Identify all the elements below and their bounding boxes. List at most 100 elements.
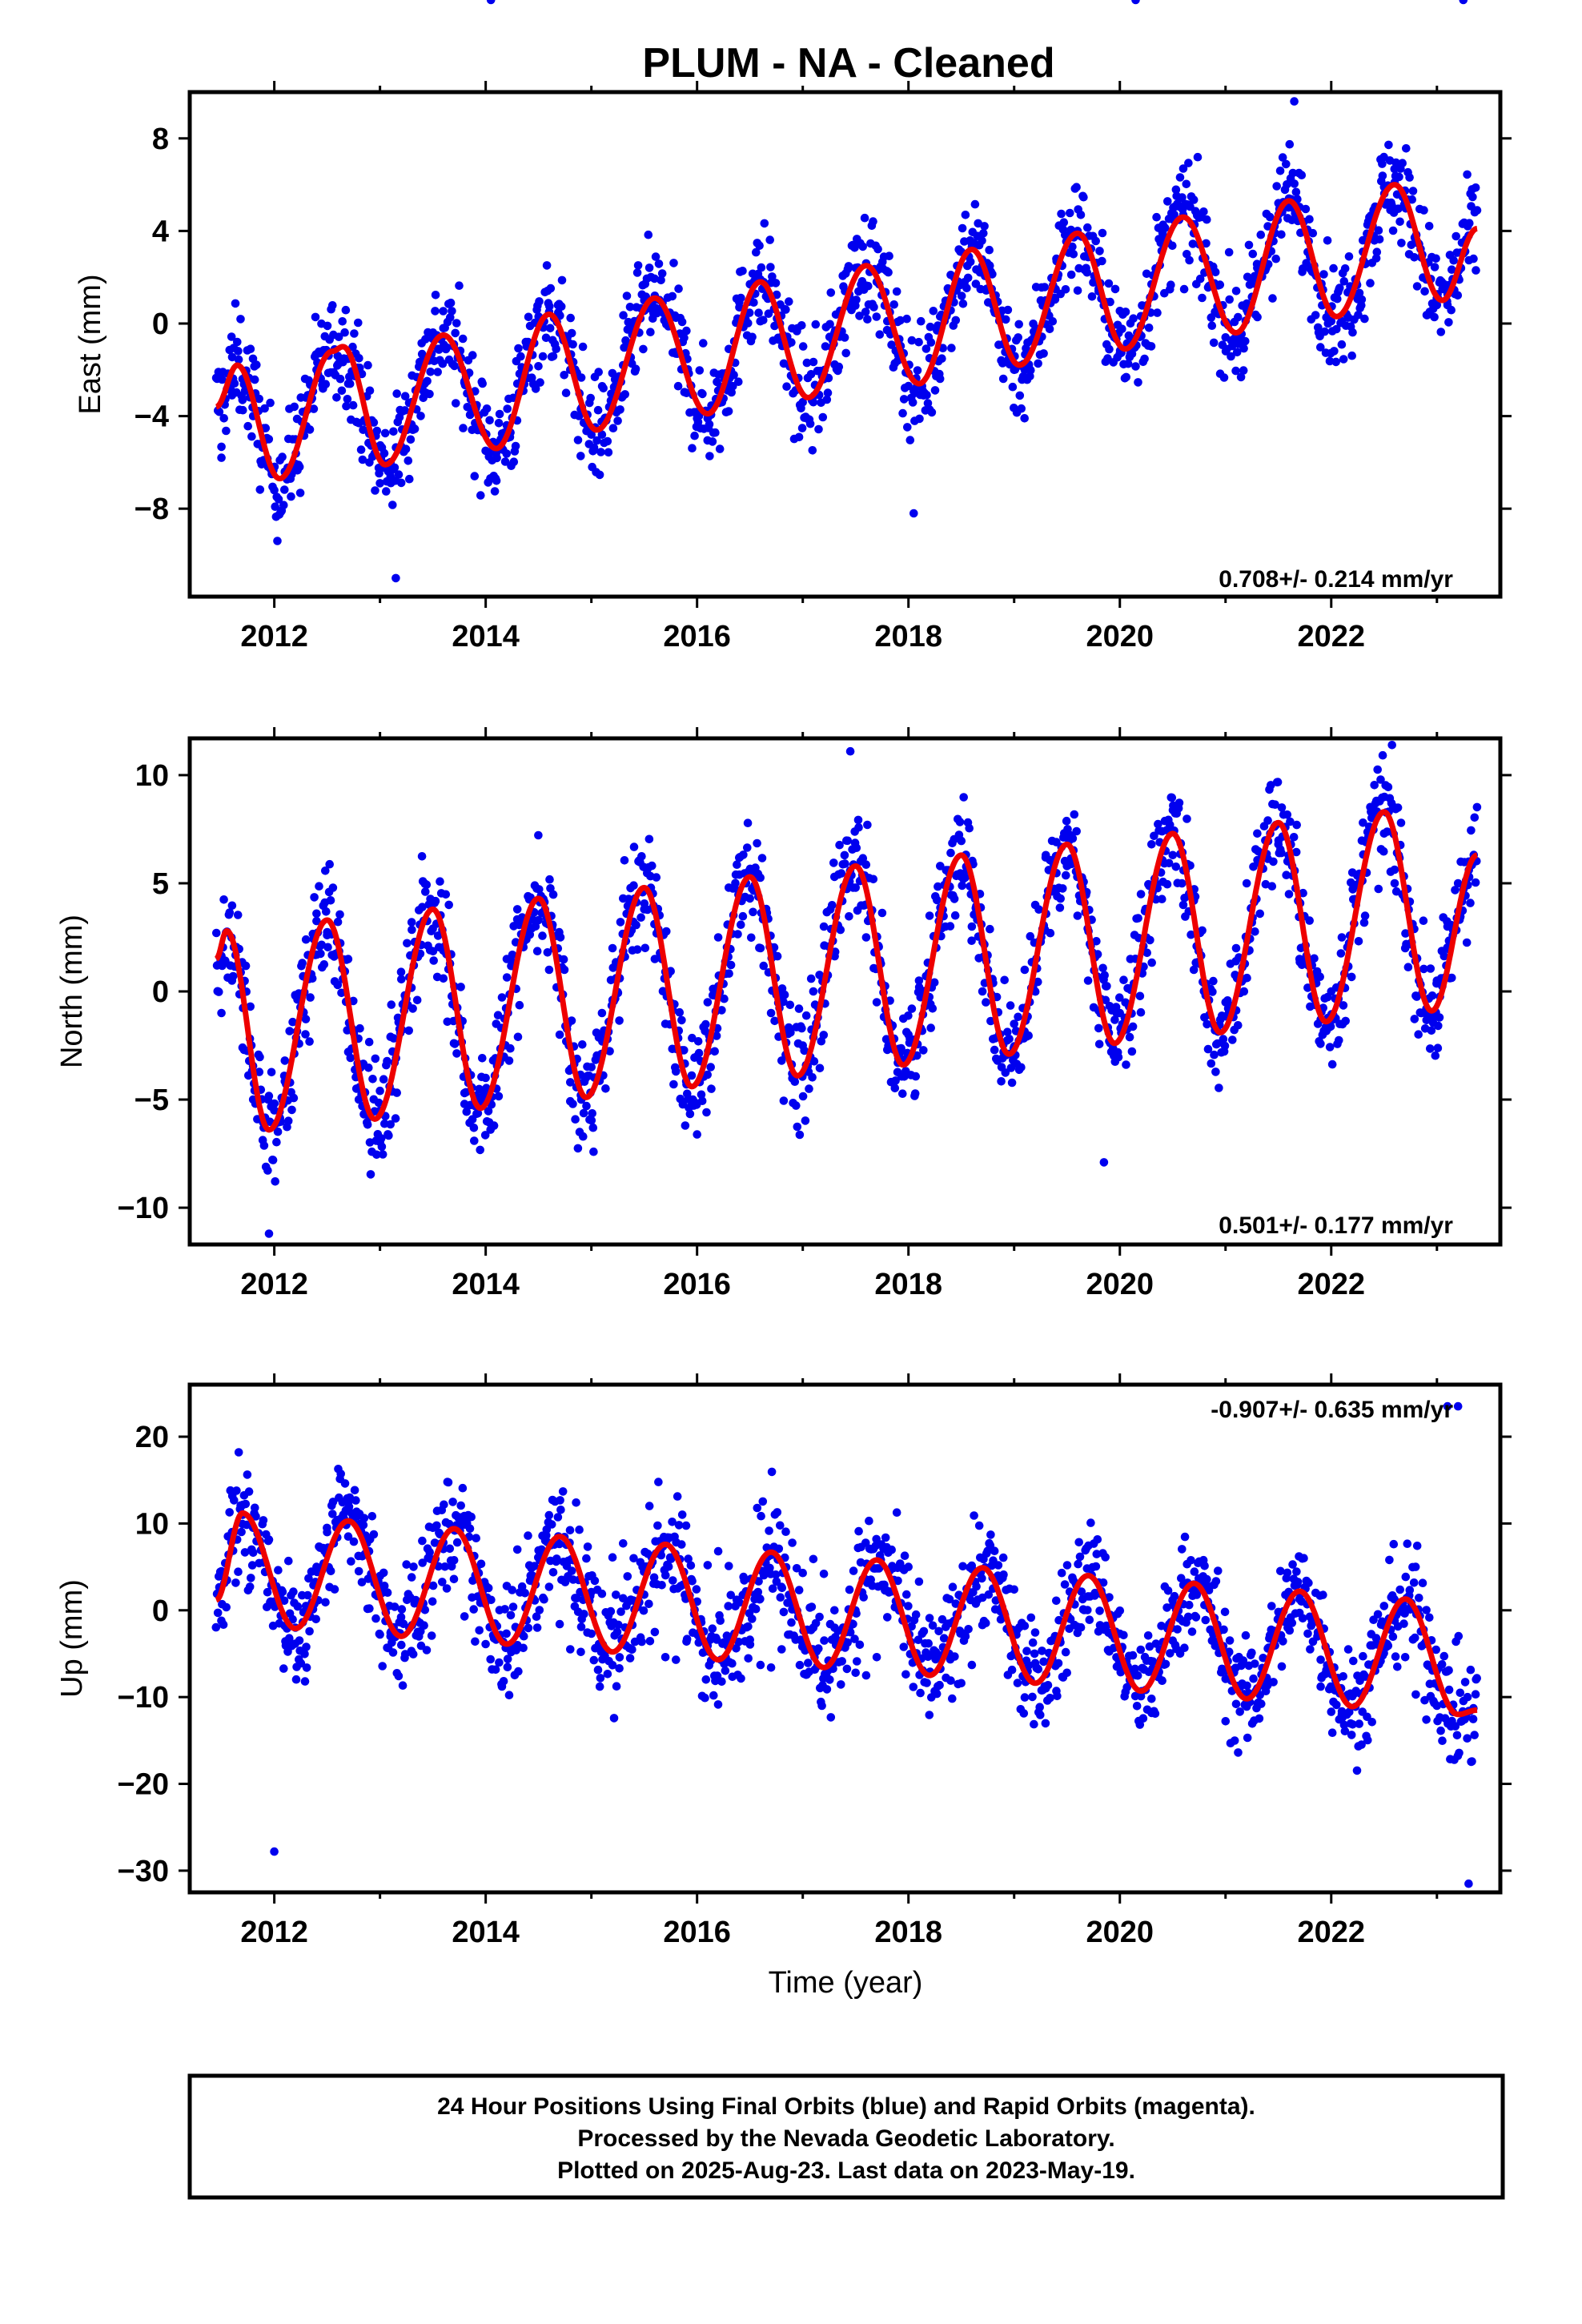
east-data-point [1408,187,1418,195]
north-data-point [1396,818,1406,827]
east-data-point [1378,159,1387,168]
north-data-point [1306,1002,1315,1011]
north-data-point [798,1041,807,1050]
north-data-point [1221,998,1231,1007]
up-data-point [892,1508,901,1517]
north-data-point [1158,895,1166,903]
east-data-point [243,421,253,431]
north-data-point [1315,972,1324,981]
north-data-point [1411,991,1420,1000]
north-data-point [1068,834,1078,843]
east-data-point [1419,206,1428,215]
up-data-point [1191,1613,1201,1622]
north-data-point [322,907,331,916]
east-data-point [400,392,410,401]
east-data-point [864,281,873,291]
up-data-point [567,1566,576,1575]
east-data-point [885,251,893,261]
up-data-point [1225,1636,1235,1645]
north-data-point [502,955,512,963]
north-data-point [731,879,740,888]
north-data-point [291,991,300,1000]
east-data-point [1073,286,1082,296]
east-data-point [568,340,577,349]
up-data-point [1007,1665,1017,1675]
east-data-point [490,487,500,496]
up-data-point [486,1655,495,1664]
up-data-point [247,1574,255,1582]
east-data-point [531,384,540,393]
north-data-point [1253,829,1262,838]
up-data-point [779,1607,789,1617]
up-data-point [845,1585,854,1594]
north-data-point [925,911,934,920]
east-data-point [1126,349,1135,358]
east-data-point [450,361,459,371]
north-data-point [946,922,955,931]
east-data-point [1453,291,1463,300]
north-data-point [452,1049,461,1058]
east-data-point [1048,317,1058,326]
east-data-point [230,379,239,388]
up-data-point [232,1486,241,1495]
north-data-point [1215,1084,1223,1092]
east-data-point [688,444,697,452]
up-data-point [251,1503,259,1513]
up-data-point [1242,1702,1251,1711]
north-data-point [379,1075,388,1084]
north-data-point [997,1077,1006,1086]
east-data-point [287,492,295,501]
up-data-point [776,1593,785,1602]
north-data-point [1443,922,1452,931]
east-data-point [1087,292,1097,301]
up-data-point [556,1496,564,1505]
up-data-point [819,1570,829,1578]
east-data-point [818,412,828,422]
north-data-point [1010,1019,1018,1028]
north-data-point [965,823,974,833]
up-data-point [946,1676,955,1685]
north-data-point [1379,846,1388,856]
east-data-point [651,252,661,261]
east-data-point [1045,324,1054,334]
north-data-point [566,1078,575,1087]
east-data-point [482,404,492,413]
east-data-point [1014,333,1022,342]
north-data-point [391,1114,400,1123]
up-data-point [519,1643,528,1653]
up-data-point [1391,1652,1400,1661]
north-data-point [1273,778,1283,786]
north-data-point [321,866,330,875]
east-data-point [354,419,363,428]
north-data-point [1433,1043,1443,1052]
east-data-point [278,452,287,461]
north-data-point [1210,1050,1219,1059]
east-data-point [1225,295,1234,304]
up-data-point [311,1614,321,1624]
east-data-point [1325,356,1335,366]
north-velocity-label: 0.501+/- 0.177 mm/yr [1219,1212,1453,1239]
north-data-point [1020,965,1030,975]
east-data-point [625,303,635,312]
up-data-point [1046,1694,1054,1703]
north-data-point [1431,1051,1440,1060]
east-data-point [234,347,243,356]
north-data-point [1400,943,1410,953]
east-data-point [978,236,986,245]
east-data-point [1166,280,1175,290]
east-data-point [446,313,455,322]
up-data-point [243,1470,252,1479]
up-data-point [1241,1630,1251,1640]
up-data-point [365,1604,374,1613]
east-data-point [930,386,940,395]
north-data-point [815,1063,825,1073]
east-data-point [1329,263,1338,273]
east-data-point [389,427,398,436]
up-data-point [428,1597,437,1606]
north-data-point [408,1004,417,1013]
north-data-point [907,1004,917,1013]
east-data-point [1263,222,1272,231]
up-data-point [1385,1555,1394,1565]
east-data-point [218,375,227,384]
